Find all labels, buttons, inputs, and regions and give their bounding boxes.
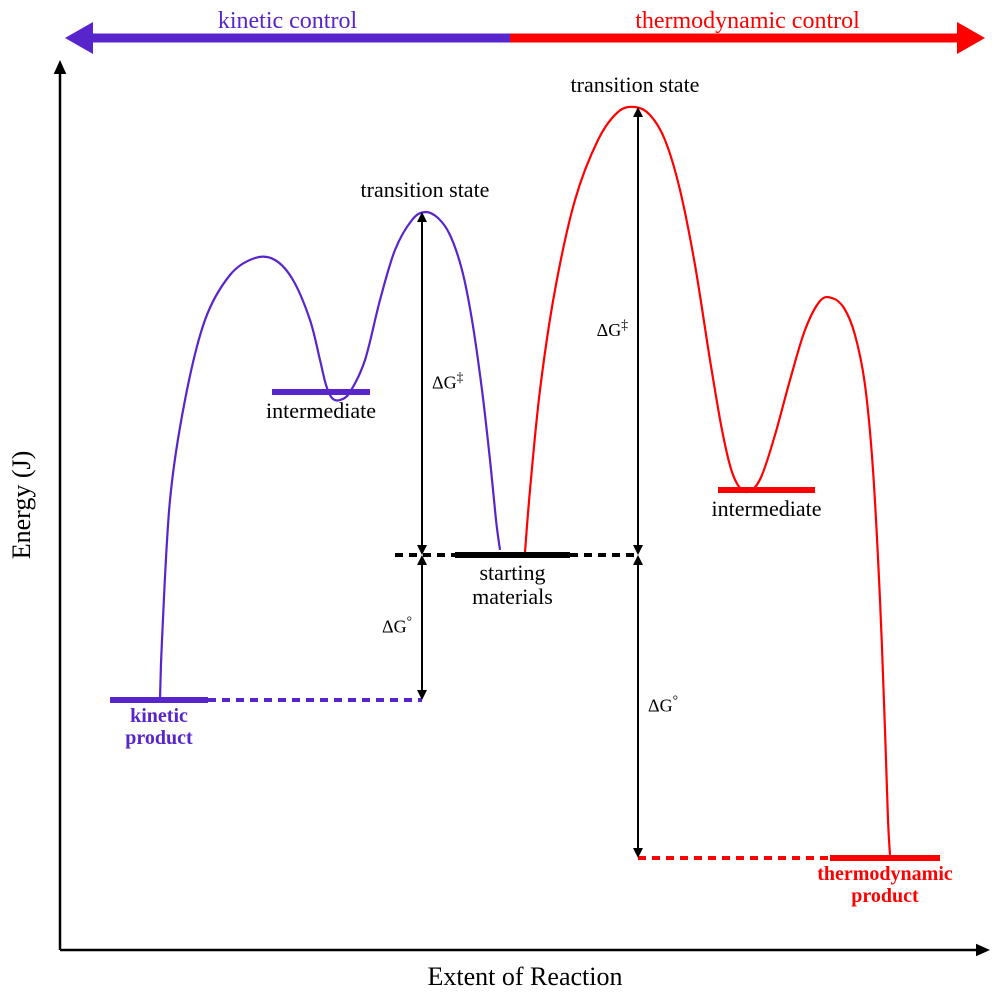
kinetic-control-label: kinetic control bbox=[218, 8, 358, 34]
kinetic-dG0-label: ΔG° bbox=[382, 613, 412, 637]
thermo-dG0-head-up bbox=[633, 555, 643, 565]
thermo-dG-act-label: ΔG‡ bbox=[597, 317, 629, 341]
thermo-ts-label: transition state bbox=[571, 72, 700, 97]
kinetic-intermediate-label: intermediate bbox=[266, 398, 376, 423]
y-axis-label: Energy (J) bbox=[7, 451, 36, 560]
kinetic-product-label: kineticproduct bbox=[125, 705, 193, 749]
kinetic-curve bbox=[160, 212, 500, 700]
thermo-curve bbox=[525, 107, 890, 855]
thermo-product-label: thermodynamicproduct bbox=[817, 863, 953, 907]
kinetic-ts-label: transition state bbox=[361, 177, 490, 202]
kinetic-dG-act-label: ΔG‡ bbox=[432, 369, 464, 393]
x-axis-arrowhead bbox=[976, 944, 990, 957]
x-axis-label: Extent of Reaction bbox=[428, 962, 623, 991]
thermo-dG-act-head-down bbox=[633, 545, 643, 555]
thermo-control-label: thermodynamic control bbox=[635, 8, 860, 34]
starting-materials-label: startingmaterials bbox=[472, 560, 553, 609]
energy-diagram: kinetic control thermodynamic control Exte… bbox=[0, 0, 1004, 999]
y-axis-arrowhead bbox=[54, 60, 67, 74]
thermo-dG0-label: ΔG° bbox=[648, 692, 678, 716]
thermo-intermediate-label: intermediate bbox=[712, 496, 822, 521]
kinetic-control-arrowhead bbox=[65, 22, 93, 54]
thermo-control-arrowhead bbox=[957, 22, 985, 54]
